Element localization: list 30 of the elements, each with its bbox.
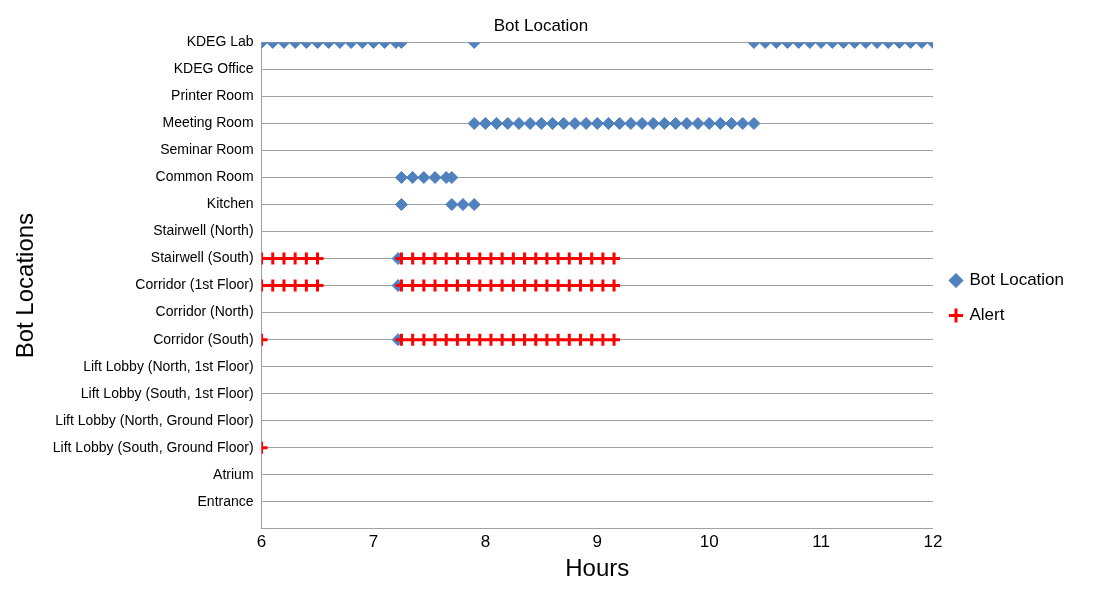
y-tick-label: Stairwell (South) — [150, 249, 254, 266]
y-tick-label: Lift Lobby (North, 1st Floor) — [83, 357, 254, 374]
y-tick-label: Printer Room — [171, 87, 254, 104]
x-tick-label: 12 — [923, 531, 943, 551]
y-tick-label: Seminar Room — [160, 141, 254, 158]
y-axis-title: Bot Locations — [11, 212, 39, 359]
y-tick-label: KDEG Office — [173, 60, 254, 77]
x-tick-label: 11 — [812, 531, 830, 551]
y-tick-label: KDEG Lab — [186, 33, 254, 50]
x-tick-label: 8 — [480, 531, 491, 551]
x-tick-label: 9 — [592, 531, 603, 551]
y-tick-label: Kitchen — [206, 195, 254, 212]
y-tick-label: Entrance — [197, 492, 254, 509]
x-tick-label: 7 — [368, 531, 379, 551]
x-tick-label: 6 — [256, 531, 267, 551]
y-tick-label: Corridor (North) — [155, 303, 254, 320]
x-tick-label: 10 — [699, 531, 719, 551]
y-tick-label: Common Room — [155, 168, 254, 185]
y-tick-label: Corridor (1st Floor) — [135, 276, 254, 293]
x-axis-title: Hours — [565, 554, 630, 582]
y-tick-label: Corridor (South) — [153, 330, 254, 347]
y-tick-label: Lift Lobby (North, Ground Floor) — [55, 411, 254, 428]
y-tick-label: Stairwell (North) — [153, 222, 254, 239]
y-tick-label: Lift Lobby (South, Ground Floor) — [52, 438, 254, 455]
y-tick-label: Meeting Room — [162, 114, 254, 131]
legend-label: Bot Location — [969, 270, 1064, 290]
legend-label: Alert — [969, 305, 1005, 325]
y-tick-label: Atrium — [213, 465, 254, 482]
y-tick-label: Lift Lobby (South, 1st Floor) — [80, 384, 254, 401]
chart-title: Bot Location — [493, 15, 589, 35]
